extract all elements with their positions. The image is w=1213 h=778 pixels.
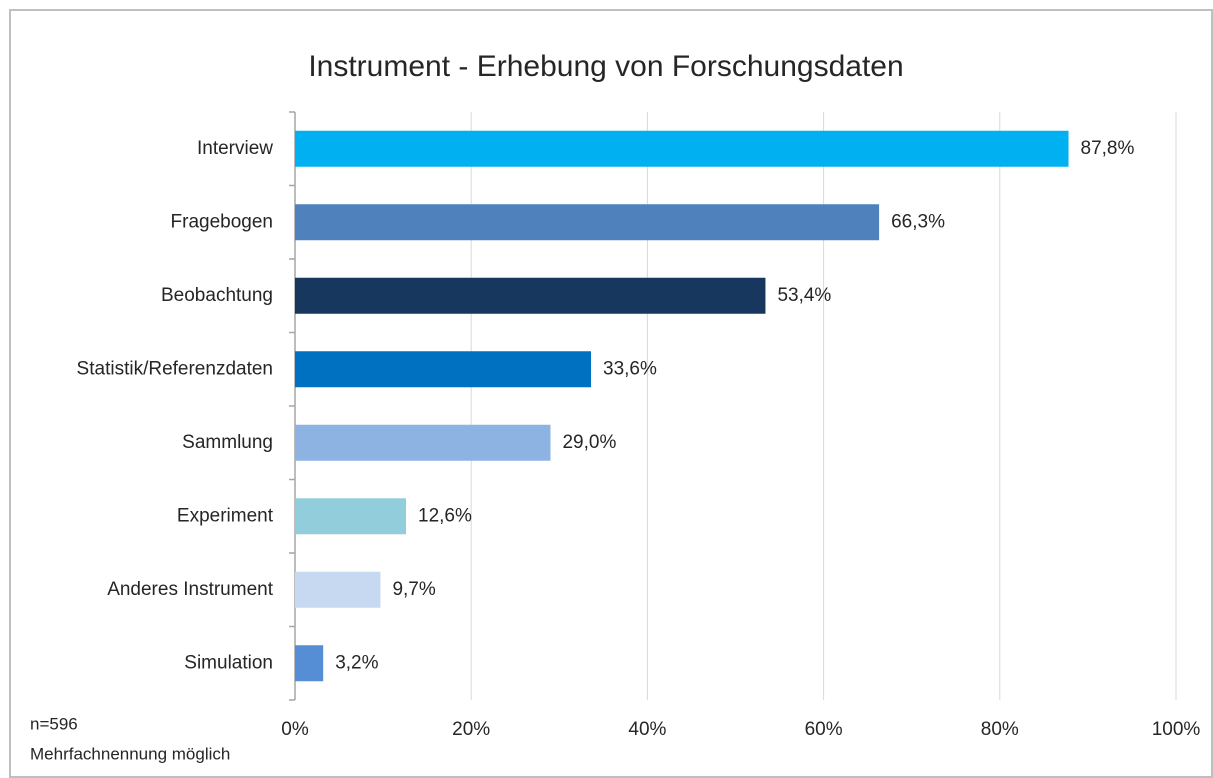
y-tick-label: Experiment	[177, 505, 274, 526]
x-tick-label: 60%	[805, 719, 843, 740]
data-label: 66,3%	[891, 211, 945, 232]
y-tick-label: Fragebogen	[171, 211, 273, 232]
bar	[295, 571, 381, 608]
data-label: 12,6%	[418, 505, 472, 526]
data-label: 9,7%	[392, 579, 435, 600]
y-tick-label: Beobachtung	[161, 285, 273, 306]
data-label: 87,8%	[1081, 138, 1135, 159]
chart-title: Instrument - Erhebung von Forschungsdate…	[308, 50, 903, 83]
x-tick-label: 20%	[452, 719, 490, 740]
bar	[295, 204, 880, 241]
bar	[295, 130, 1069, 167]
data-label: 33,6%	[603, 358, 657, 379]
y-tick-label: Statistik/Referenzdaten	[77, 358, 273, 379]
bar	[295, 645, 324, 682]
y-tick-label: Simulation	[184, 652, 273, 673]
x-tick-label: 80%	[981, 719, 1019, 740]
y-tick-label: Interview	[197, 138, 273, 159]
x-tick-label: 40%	[628, 719, 666, 740]
bar	[295, 277, 766, 314]
data-label: 53,4%	[777, 285, 831, 306]
x-tick-label: 100%	[1152, 719, 1201, 740]
bar	[295, 351, 592, 388]
bar	[295, 498, 407, 535]
y-tick-label: Anderes Instrument	[107, 579, 274, 600]
data-label: 29,0%	[562, 432, 616, 453]
data-label: 3,2%	[335, 652, 378, 673]
note: Mehrfachnennung möglich	[30, 744, 230, 763]
bar	[295, 424, 551, 461]
x-tick-label: 0%	[281, 719, 309, 740]
note: n=596	[30, 714, 78, 733]
y-tick-label: Sammlung	[182, 432, 273, 453]
